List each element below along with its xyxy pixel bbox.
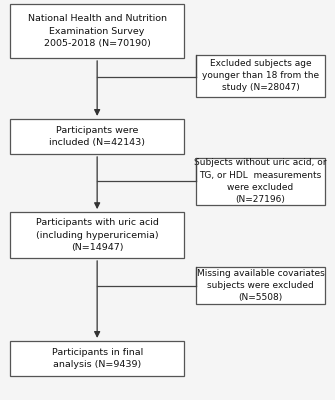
FancyBboxPatch shape	[196, 158, 325, 205]
Text: Subjects without uric acid, or
TG, or HDL  measurements
were excluded
(N=27196): Subjects without uric acid, or TG, or HD…	[194, 158, 327, 204]
Text: Participants with uric acid
(including hyperuricemia)
(N=14947): Participants with uric acid (including h…	[36, 218, 158, 252]
Text: Excluded subjects age
younger than 18 from the
study (N=28047): Excluded subjects age younger than 18 fr…	[202, 59, 319, 92]
Text: Participants were
included (N=42143): Participants were included (N=42143)	[49, 126, 145, 147]
Text: Participants in final
analysis (N=9439): Participants in final analysis (N=9439)	[52, 348, 143, 369]
FancyBboxPatch shape	[196, 55, 325, 97]
FancyBboxPatch shape	[196, 267, 325, 304]
Text: Missing available covariates
subjects were excluded
(N=5508): Missing available covariates subjects we…	[197, 269, 324, 302]
FancyBboxPatch shape	[10, 341, 184, 376]
FancyBboxPatch shape	[10, 119, 184, 154]
FancyBboxPatch shape	[10, 212, 184, 258]
Text: National Health and Nutrition
Examination Survey
2005-2018 (N=70190): National Health and Nutrition Examinatio…	[28, 14, 166, 48]
FancyBboxPatch shape	[10, 4, 184, 58]
